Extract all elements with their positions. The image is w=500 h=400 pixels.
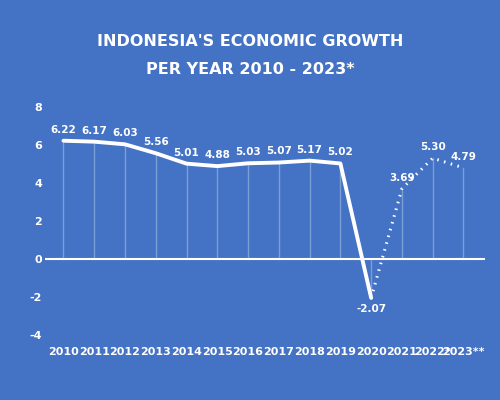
Text: 6.17: 6.17 <box>82 126 107 136</box>
Text: 5.01: 5.01 <box>174 148 200 158</box>
Text: INDONESIA'S ECONOMIC GROWTH: INDONESIA'S ECONOMIC GROWTH <box>97 34 403 50</box>
Text: 5.56: 5.56 <box>143 137 169 147</box>
Text: -2.07: -2.07 <box>356 304 386 314</box>
Text: 6.22: 6.22 <box>50 125 76 135</box>
Text: 5.30: 5.30 <box>420 142 446 152</box>
Text: PER YEAR 2010 - 2023*: PER YEAR 2010 - 2023* <box>146 62 354 78</box>
Text: 5.17: 5.17 <box>296 144 322 154</box>
Text: 5.07: 5.07 <box>266 146 292 156</box>
Text: 4.79: 4.79 <box>450 152 476 162</box>
Text: 6.03: 6.03 <box>112 128 138 138</box>
Text: 4.88: 4.88 <box>204 150 230 160</box>
Text: 5.02: 5.02 <box>328 148 353 158</box>
Text: 3.69: 3.69 <box>389 173 414 183</box>
Text: 5.03: 5.03 <box>235 147 261 157</box>
